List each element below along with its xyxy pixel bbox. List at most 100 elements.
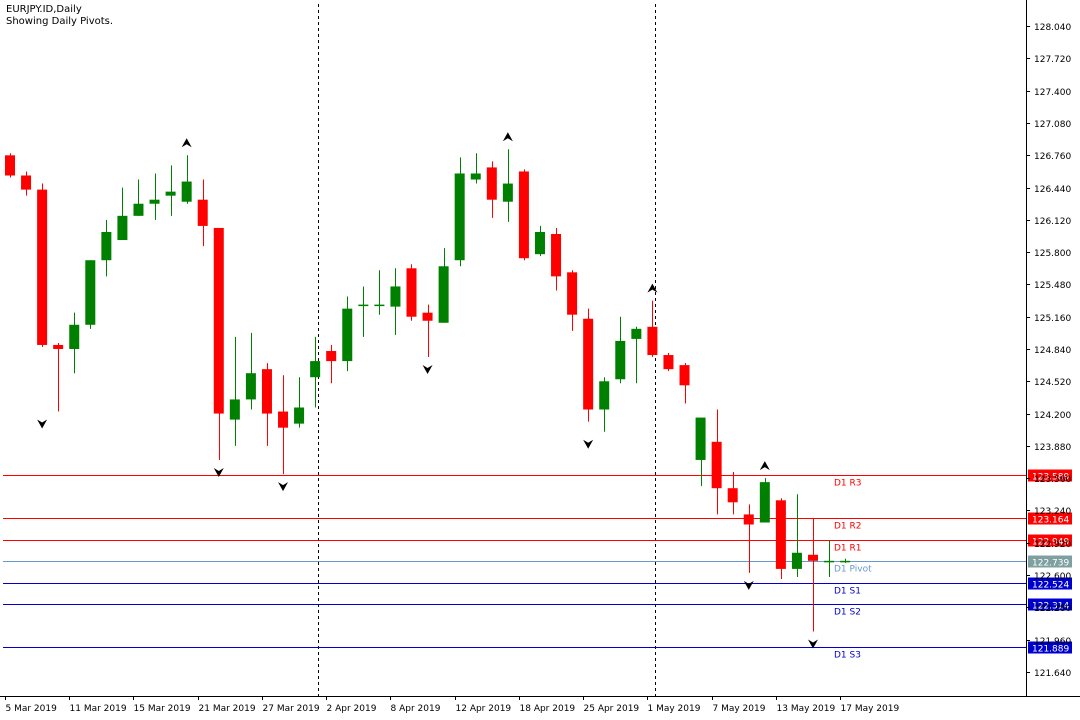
candles — [5, 149, 851, 632]
candle-body — [791, 552, 802, 569]
fractal-up-marker — [759, 461, 770, 471]
candle-body — [117, 215, 128, 241]
price-tick-label: 122.920 — [1034, 540, 1071, 550]
pivot-label: D1 R2 — [834, 522, 862, 532]
candle — [840, 558, 851, 563]
candle — [213, 227, 224, 460]
time-tick-label: 18 Apr 2019 — [520, 704, 576, 714]
candle-body — [567, 272, 578, 315]
pivot-price-value: 123.164 — [1032, 516, 1069, 526]
time-tick-label: 5 Mar 2019 — [6, 704, 58, 714]
candle — [53, 342, 64, 412]
price-tick-label: 124.840 — [1034, 346, 1071, 356]
candle — [647, 300, 658, 358]
price-tick-label: 122.280 — [1034, 604, 1071, 614]
pivot-price-badge — [1028, 577, 1072, 590]
candle-body — [406, 268, 417, 317]
candle — [663, 353, 674, 372]
price-tick-label: 121.640 — [1034, 669, 1071, 679]
fractal-down-marker — [583, 439, 594, 449]
candle — [486, 161, 497, 218]
price-tick-label: 123.880 — [1034, 443, 1071, 453]
fractal-up-marker — [647, 283, 658, 293]
candle-body — [197, 199, 208, 226]
time-tick-label: 7 May 2019 — [713, 704, 766, 714]
candle — [101, 219, 112, 277]
candle — [5, 153, 15, 178]
candle — [197, 179, 208, 247]
candle — [631, 326, 642, 384]
pivot-price-badge — [1028, 534, 1072, 547]
candle — [165, 165, 176, 216]
pivot-price-badge — [1028, 555, 1072, 568]
candle-body — [133, 203, 144, 216]
candle-body — [53, 344, 64, 349]
candle — [294, 377, 305, 428]
candle-body — [278, 411, 289, 428]
candle-body — [261, 369, 272, 414]
candle — [390, 268, 401, 335]
candle-body — [165, 191, 176, 196]
candle — [133, 179, 144, 216]
candle-body — [21, 175, 32, 190]
candle — [727, 472, 738, 515]
time-tick-label: 12 Apr 2019 — [456, 704, 512, 714]
candle-body — [808, 554, 818, 561]
candle — [261, 363, 272, 446]
candle-body — [245, 373, 256, 400]
pivot-price-badge — [1028, 512, 1072, 525]
candle-body — [743, 514, 754, 525]
candle-body — [647, 326, 658, 356]
candle — [278, 375, 289, 475]
candle-body — [599, 381, 610, 410]
fractal-down-marker — [37, 419, 48, 429]
candle-body — [149, 199, 160, 204]
fractal-down-marker — [278, 482, 289, 492]
month-separators — [318, 4, 656, 696]
pivot-lines: D1 R3 123.589 D1 R2 123.164 D1 R1 122.949 D1 P… — [3, 469, 1072, 661]
candle — [502, 149, 513, 222]
candle-body — [631, 328, 642, 339]
candle — [406, 264, 417, 321]
candle — [743, 504, 754, 573]
candle — [358, 286, 369, 337]
time-tick-label: 15 Mar 2019 — [134, 704, 191, 714]
pivot-price-value: 121.889 — [1032, 645, 1069, 655]
candle — [567, 270, 578, 331]
pivot-price-value: 122.949 — [1032, 538, 1069, 548]
candle-body — [181, 181, 192, 202]
time-tick-label: 11 Mar 2019 — [70, 704, 127, 714]
candle-body — [759, 482, 770, 523]
candle — [37, 183, 48, 347]
fractal-markers — [37, 132, 818, 649]
candle-body — [101, 231, 112, 261]
candle — [824, 540, 835, 577]
price-tick-label: 123.240 — [1034, 507, 1071, 517]
time-tick-label: 2 Apr 2019 — [327, 704, 377, 714]
fractal-up-marker — [181, 138, 192, 148]
candle-body — [326, 351, 337, 362]
price-tick-label: 126.440 — [1034, 185, 1071, 195]
candle-body — [551, 233, 562, 277]
candle — [245, 332, 256, 410]
time-tick-label: 25 Apr 2019 — [584, 704, 640, 714]
price-tick-label: 124.200 — [1034, 411, 1071, 421]
fractal-down-marker — [422, 365, 433, 375]
candle-body — [470, 173, 481, 180]
price-tick-label: 127.400 — [1034, 88, 1071, 98]
candle-body — [711, 441, 722, 489]
candle — [117, 187, 128, 241]
candle — [551, 227, 562, 291]
candle-body — [663, 355, 674, 370]
pivot-label: D1 S1 — [834, 587, 861, 597]
candle-body — [615, 340, 626, 380]
candle — [583, 308, 594, 422]
time-tick-label: 21 Mar 2019 — [199, 704, 256, 714]
pivot-price-badge — [1028, 641, 1072, 654]
chart-symbol-title: EURJPY.ID,Daily — [6, 4, 82, 15]
candle-body — [390, 286, 401, 307]
candle — [615, 316, 626, 384]
candle — [599, 377, 610, 432]
